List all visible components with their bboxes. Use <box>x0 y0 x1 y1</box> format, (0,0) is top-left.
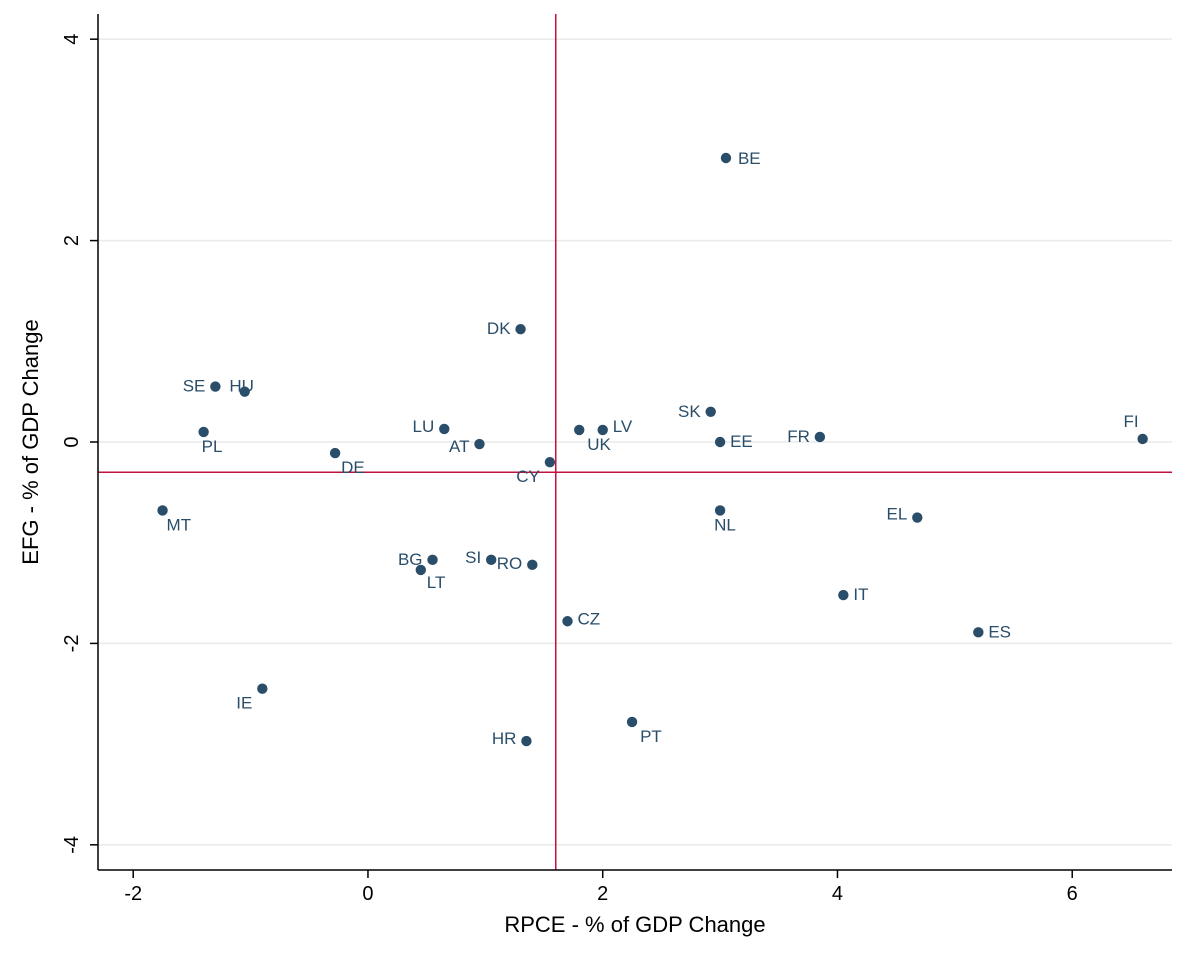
y-tick-label: 0 <box>61 436 83 447</box>
data-point-label: IE <box>236 694 252 713</box>
data-point-label: EE <box>730 432 753 451</box>
x-tick-label: 4 <box>832 883 843 905</box>
y-axis-title: EFG - % of GDP Change <box>18 319 43 564</box>
data-point <box>198 427 208 437</box>
scatter-chart: -2 0 2 4 6 -4 -2 0 2 4 RPCE - % of GDP Change EFG -… <box>0 0 1181 956</box>
data-point <box>474 439 484 449</box>
data-point <box>1137 434 1147 444</box>
data-point-label: PT <box>640 727 662 746</box>
data-point <box>562 616 572 626</box>
data-point-label: FR <box>787 427 810 446</box>
x-tick-label: -2 <box>124 883 142 905</box>
data-point <box>721 153 731 163</box>
data-point <box>157 505 167 515</box>
data-point <box>973 627 983 637</box>
data-point <box>715 505 725 515</box>
x-tick-label: 6 <box>1067 883 1078 905</box>
data-point-label: PL <box>202 437 223 456</box>
data-point-label: NL <box>714 515 736 534</box>
data-point-label: AT <box>449 437 469 456</box>
data-point-label: BE <box>738 149 761 168</box>
data-point-label: DK <box>487 319 511 338</box>
data-point <box>257 684 267 694</box>
x-tick-label: 2 <box>597 883 608 905</box>
data-point <box>515 324 525 334</box>
data-point <box>815 432 825 442</box>
data-point <box>210 381 220 391</box>
y-tick-label: 2 <box>61 235 83 246</box>
data-point-label: ES <box>988 622 1011 641</box>
data-point-label: MT <box>167 515 192 534</box>
data-point-label: CZ <box>578 609 601 628</box>
data-point <box>545 457 555 467</box>
data-point-label: LV <box>613 417 633 436</box>
data-point-label: UK <box>587 435 611 454</box>
data-point <box>330 448 340 458</box>
y-tick-label: -2 <box>61 635 83 653</box>
data-point <box>527 560 537 570</box>
data-point-label: RO <box>497 554 523 573</box>
data-point-label: SK <box>678 402 701 421</box>
data-point <box>598 425 608 435</box>
data-point <box>521 736 531 746</box>
data-point-label: DE <box>341 458 365 477</box>
data-point-label: LT <box>427 573 446 592</box>
data-point <box>715 437 725 447</box>
data-point <box>912 512 922 522</box>
x-axis-title: RPCE - % of GDP Change <box>504 912 765 937</box>
data-point <box>838 590 848 600</box>
y-tick-label: -4 <box>61 836 83 854</box>
data-point-label: CY <box>516 467 540 486</box>
y-tick-label: 4 <box>61 34 83 45</box>
data-point-label: LU <box>413 417 435 436</box>
data-point <box>486 555 496 565</box>
data-point-label: SI <box>465 548 481 567</box>
data-point <box>627 717 637 727</box>
data-point-label: IT <box>853 585 868 604</box>
data-point <box>706 407 716 417</box>
chart-svg: -2 0 2 4 6 -4 -2 0 2 4 RPCE - % of GDP Change EFG -… <box>0 0 1181 956</box>
data-point <box>416 565 426 575</box>
data-point <box>427 555 437 565</box>
data-point-label: SE <box>183 377 206 396</box>
x-tick-label: 0 <box>362 883 373 905</box>
data-point-label: FI <box>1124 412 1139 431</box>
data-point-label: EL <box>886 505 907 524</box>
data-point <box>240 386 250 396</box>
data-point-label: HR <box>492 729 517 748</box>
data-point <box>574 425 584 435</box>
data-point <box>439 424 449 434</box>
